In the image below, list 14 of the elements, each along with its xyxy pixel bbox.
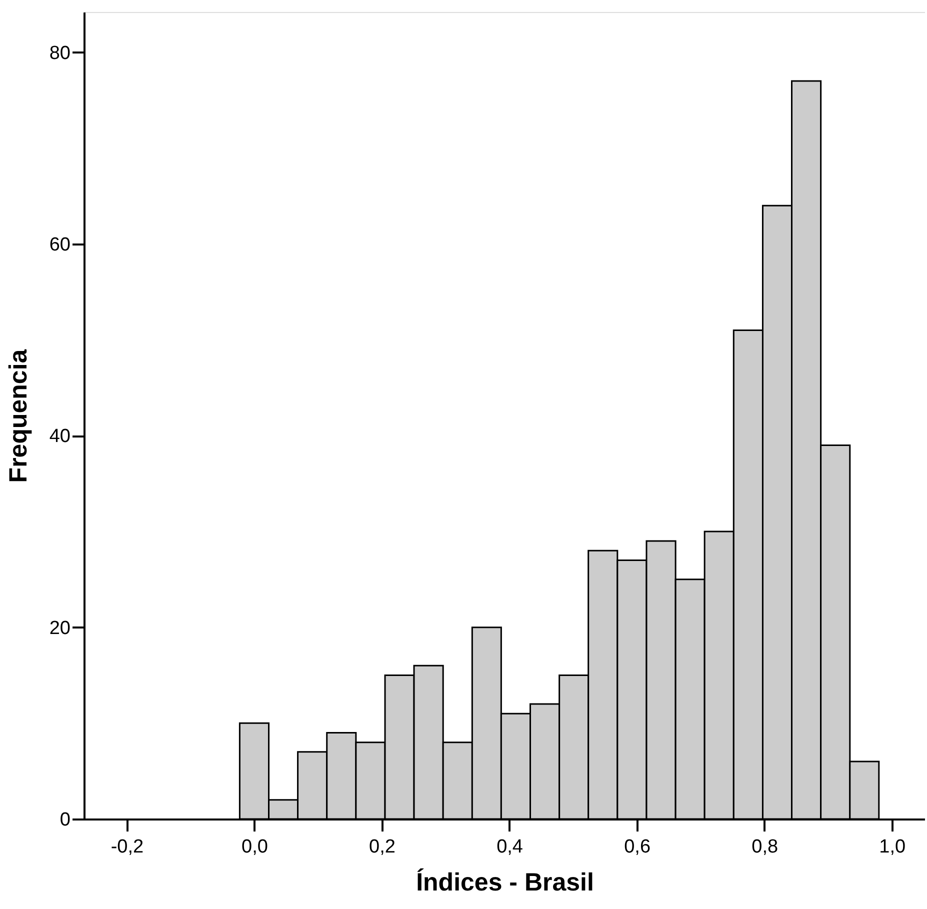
x-tick-label: 0,8 [752, 836, 778, 858]
x-tick-label: 0,2 [369, 836, 396, 858]
y-tick-label: 60 [49, 234, 70, 256]
x-axis-title: Índices - Brasil [416, 868, 594, 896]
y-tick-label: 0 [60, 810, 70, 830]
y-tick-label: 20 [49, 618, 70, 639]
x-tick-label: 0,4 [496, 836, 524, 858]
y-tick-label: 80 [49, 42, 70, 64]
x-tick-label: 0,6 [624, 836, 651, 858]
x-tick-label: 1,0 [879, 836, 906, 858]
x-tick-label: 0,0 [242, 836, 268, 858]
y-tick-label: 40 [49, 426, 70, 448]
y-axis-title: Frequencia [4, 348, 32, 483]
x-tick-label: -0,2 [110, 836, 144, 858]
